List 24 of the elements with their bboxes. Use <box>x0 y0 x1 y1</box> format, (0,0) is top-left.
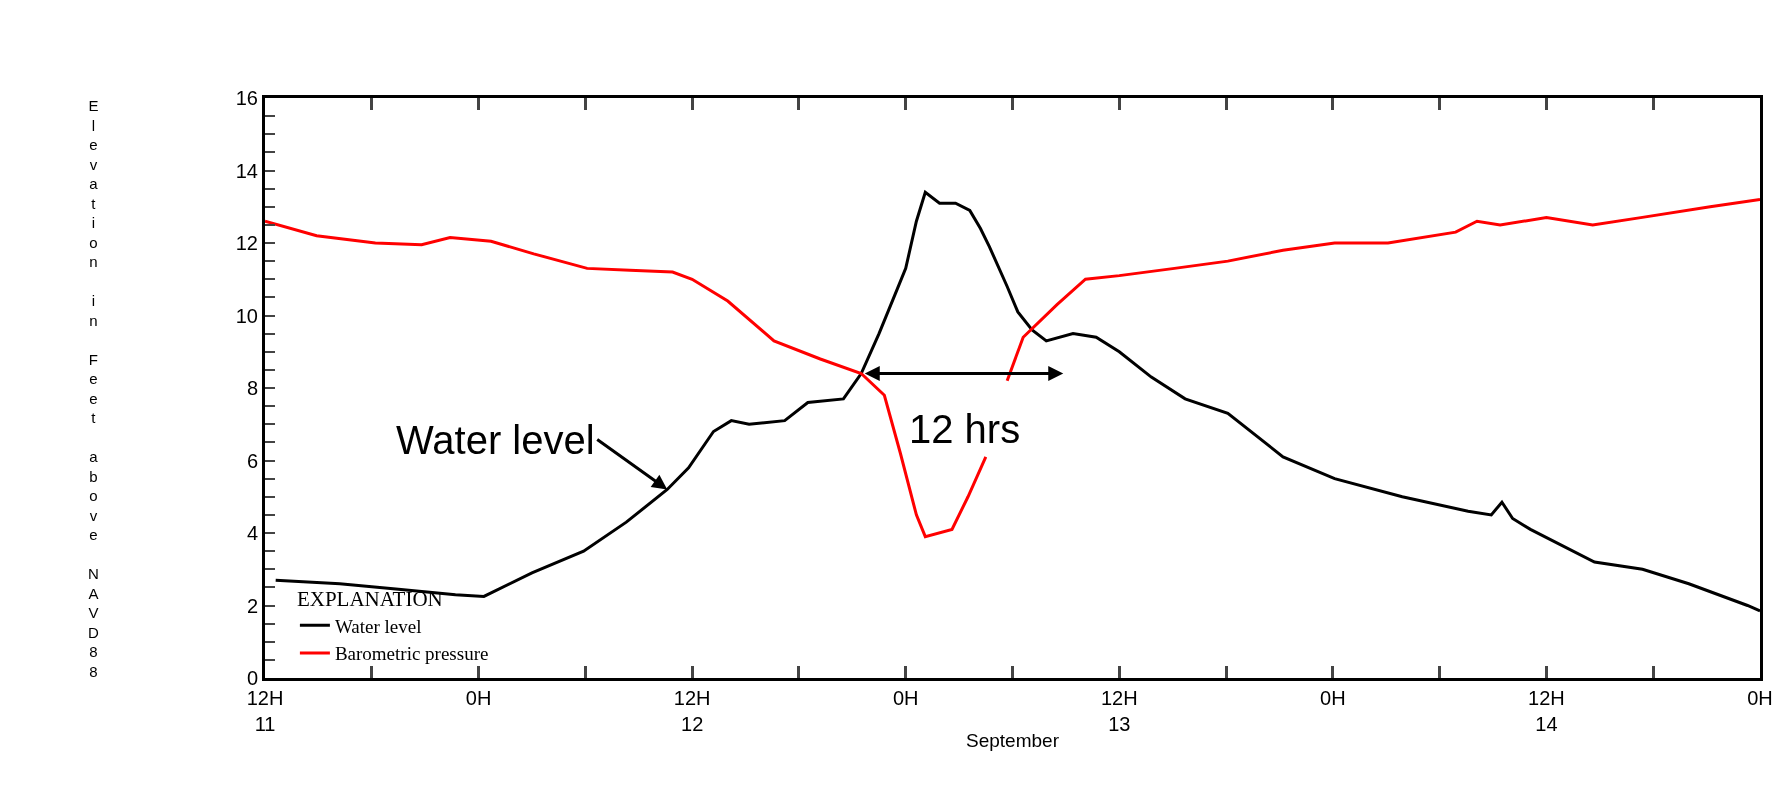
y-tick-label: 16 <box>235 87 258 109</box>
x-tick-label: 0H <box>465 687 492 709</box>
y-tick-label: 0 <box>246 667 258 689</box>
x-tick-label: 0H <box>1320 687 1346 709</box>
legend-label: Water level <box>334 615 422 637</box>
y-tick-label: 6 <box>246 449 258 472</box>
y-tick-label: 12 <box>235 232 258 254</box>
annotation: 12 hrs <box>909 407 1021 451</box>
y-tick-label: 10 <box>235 304 258 327</box>
x-tick-label: 12H 12 <box>673 687 711 735</box>
text: Elevation in Feet above NAVD88 <box>88 97 99 680</box>
x-axis-title: September <box>966 729 1060 751</box>
x-tick-label: 12H 14 <box>1528 687 1565 735</box>
legend-title: EXPLANATION <box>296 587 443 612</box>
y-tick-label: 8 <box>246 377 258 399</box>
legend-label: Barometric pressure <box>334 643 489 665</box>
x-tick-label: 0H <box>892 687 919 709</box>
x-tick-label: 12H 13 <box>1100 687 1138 735</box>
annotation: Water level <box>396 418 595 462</box>
y-tick-label: 14 <box>235 159 258 182</box>
x-tick-label: 0H <box>1747 687 1773 709</box>
y-tick-label: 4 <box>246 522 258 544</box>
x-tick-label: 12H 11 <box>246 687 284 735</box>
y-tick-label: 2 <box>246 594 258 617</box>
